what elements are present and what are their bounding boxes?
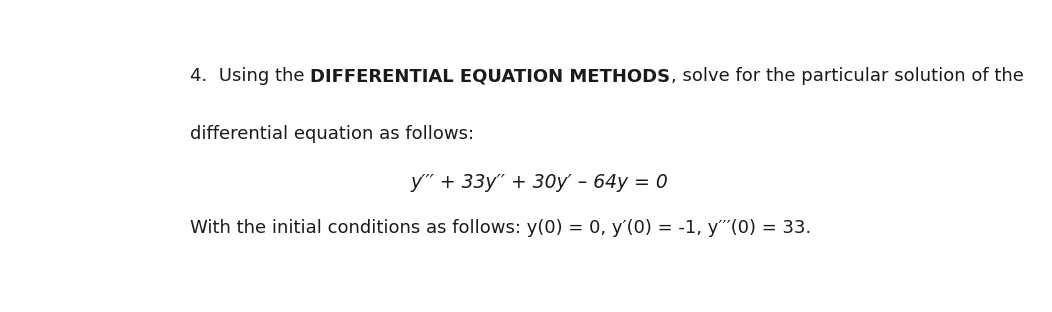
Text: y′′′ + 33y′′ + 30y′ – 64y = 0: y′′′ + 33y′′ + 30y′ – 64y = 0 (410, 173, 668, 192)
Text: differential equation as follows:: differential equation as follows: (190, 125, 474, 143)
Text: , solve for the particular solution of the: , solve for the particular solution of t… (670, 67, 1024, 85)
Text: With the initial conditions as follows: y(0) = 0, y′(0) = -1, y′′′(0) = 33.: With the initial conditions as follows: … (190, 219, 811, 237)
Text: 4.  Using the: 4. Using the (190, 67, 310, 85)
Text: DIFFERENTIAL EQUATION METHODS: DIFFERENTIAL EQUATION METHODS (310, 67, 670, 85)
